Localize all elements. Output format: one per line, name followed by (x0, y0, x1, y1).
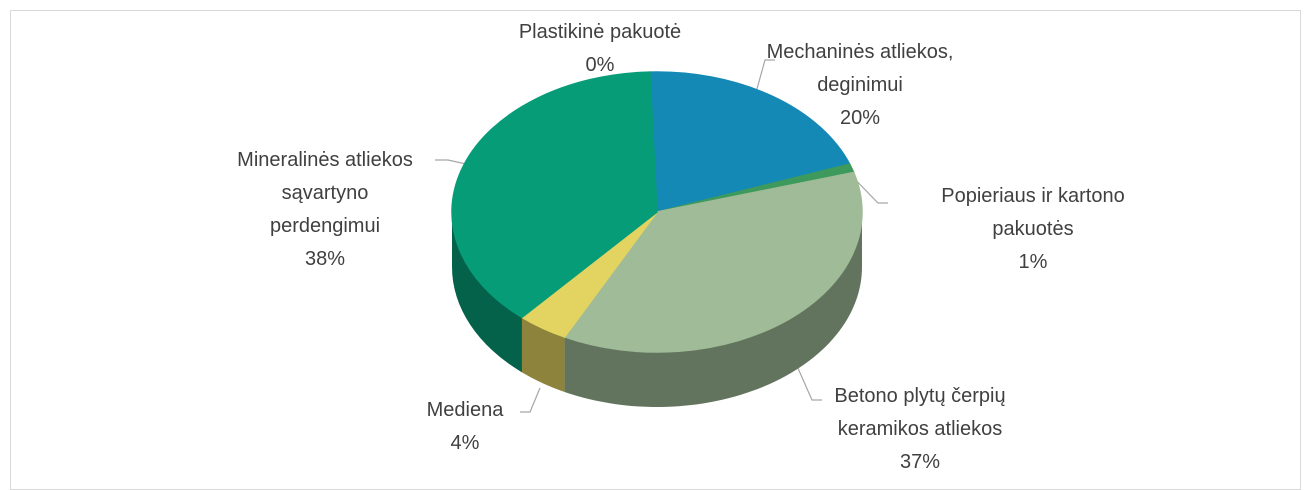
data-label: Popieriaus ir kartono pakuotės 1% (941, 180, 1124, 279)
category-label: Mediena (426, 399, 504, 421)
category-label: Betono plytų čerpių keramikos atliekos (834, 385, 1006, 440)
pie-slice (649, 71, 851, 213)
leader-line (796, 365, 822, 401)
chart (435, 59, 888, 413)
leader-line (520, 387, 541, 413)
value-label: 0% (585, 54, 615, 76)
value-label: 37% (899, 451, 941, 473)
pie-slice-side (452, 212, 522, 373)
data-label: Mechaninės atliekos, deginimui 20% (767, 36, 954, 135)
value-label: 20% (839, 107, 881, 129)
pie-slice-side (521, 317, 565, 392)
value-label: 1% (1018, 251, 1048, 273)
page: {"chart_data": {"type": "pie", "pie_styl… (10, 10, 1301, 490)
pie-slice (451, 71, 658, 319)
data-label: Mineralinės atliekos sąvartyno perdengim… (237, 144, 413, 276)
data-label: Plastikinė pakuotė 0% (519, 16, 681, 82)
pie-tops (451, 71, 863, 353)
category-label: Mineralinės atliekos sąvartyno perdengim… (237, 149, 413, 237)
value-label: 4% (450, 432, 480, 454)
category-label: Popieriaus ir kartono pakuotės (941, 185, 1125, 240)
category-label: Mechaninės atliekos, deginimui (766, 41, 954, 96)
pie-sides (452, 212, 862, 407)
data-label: Mediena 4% (427, 394, 504, 460)
data-label: Betono plytų čerpių keramikos atliekos 37… (834, 380, 1005, 479)
pie-slice-side (564, 212, 862, 407)
pie-slice (563, 171, 863, 353)
category-label: Plastikinė pakuotė (518, 21, 682, 43)
value-label: 38% (304, 248, 346, 270)
leader-line (754, 59, 775, 97)
